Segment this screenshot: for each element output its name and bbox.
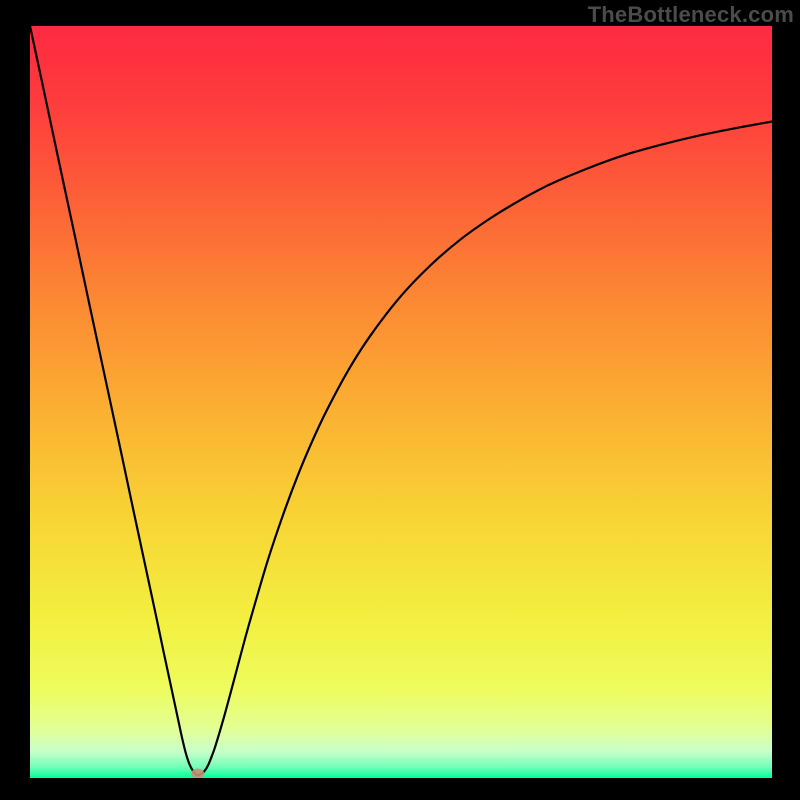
optimal-point-marker [191, 768, 204, 778]
bottleneck-chart [0, 0, 800, 800]
watermark-text: TheBottleneck.com [588, 2, 794, 28]
chart-container: TheBottleneck.com [0, 0, 800, 800]
plot-background [30, 26, 772, 778]
